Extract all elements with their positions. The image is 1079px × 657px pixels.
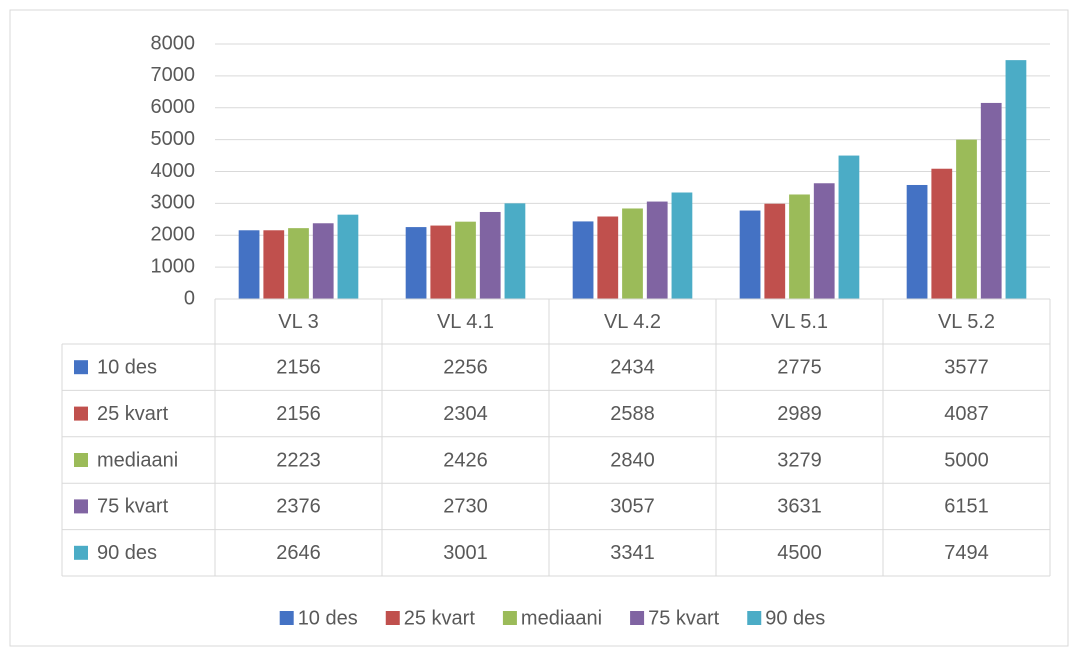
y-tick-label: 4000 — [151, 160, 196, 182]
bar — [956, 139, 977, 299]
table-cell: 2376 — [276, 496, 321, 518]
table-cell: 4500 — [777, 542, 822, 564]
table-cell: 2989 — [777, 403, 822, 425]
bar — [504, 203, 526, 299]
table-row-label: 90 des — [97, 542, 157, 564]
bar — [764, 203, 786, 299]
y-tick-label: 5000 — [151, 128, 196, 150]
table-row-label: 25 kvart — [97, 403, 169, 425]
table-cell: 2588 — [610, 403, 655, 425]
table-cell: 2223 — [276, 449, 321, 471]
y-tick-label: 8000 — [151, 32, 196, 54]
table-cell: 2646 — [276, 542, 321, 564]
table-cell: 2434 — [610, 356, 655, 378]
bar — [622, 208, 643, 299]
bar — [479, 211, 501, 299]
table-cell: 3001 — [443, 542, 488, 564]
table-cell: 3057 — [610, 496, 655, 518]
legend-key — [747, 611, 762, 625]
table-cell: 3279 — [777, 449, 822, 471]
chart-border — [9, 9, 1069, 647]
bar — [739, 210, 761, 299]
x-tick-label: VL 4.2 — [604, 311, 661, 333]
table-cell: 3341 — [610, 542, 655, 564]
table-cell: 2304 — [443, 403, 488, 425]
legend-label: mediaani — [521, 607, 602, 629]
bar — [838, 155, 860, 299]
table-cell: 2840 — [610, 449, 655, 471]
legend-label: 10 des — [298, 607, 358, 629]
table-row-label: 10 des — [97, 356, 157, 378]
bar — [263, 230, 285, 299]
bar — [671, 192, 693, 299]
bar — [572, 221, 594, 299]
table-legend-key — [74, 545, 88, 560]
y-tick-label: 1000 — [151, 255, 196, 277]
y-tick-label: 0 — [184, 287, 195, 309]
table-cell: 2256 — [443, 356, 488, 378]
bar — [312, 223, 334, 299]
table-cell: 4087 — [944, 403, 989, 425]
legend-label: 90 des — [765, 607, 825, 629]
bar — [288, 228, 309, 299]
legend-key — [279, 611, 294, 625]
bar — [405, 227, 427, 299]
bar — [1005, 60, 1027, 299]
table-cell: 2730 — [443, 496, 488, 518]
bar — [238, 230, 260, 299]
legend-label: 75 kvart — [648, 607, 720, 629]
table-cell: 5000 — [944, 449, 989, 471]
table-cell: 2426 — [443, 449, 488, 471]
table-cell: 3631 — [777, 496, 822, 518]
table-legend-key — [74, 453, 88, 467]
table-legend-key — [74, 406, 88, 421]
x-tick-label: VL 3 — [278, 311, 318, 333]
bar — [906, 184, 928, 299]
bar — [980, 102, 1002, 299]
table-row-label: mediaani — [97, 449, 178, 471]
table-cell: 2775 — [777, 356, 822, 378]
table-cell: 7494 — [944, 542, 989, 564]
legend-key — [630, 611, 645, 625]
x-tick-label: VL 4.1 — [437, 311, 494, 333]
y-tick-label: 6000 — [151, 96, 196, 118]
table-cell: 3577 — [944, 356, 989, 378]
x-tick-label: VL 5.2 — [938, 311, 995, 333]
bar — [337, 214, 359, 299]
table-cell: 6151 — [944, 496, 989, 518]
legend-label: 25 kvart — [404, 607, 476, 629]
table-cell: 2156 — [276, 403, 321, 425]
table-legend-key — [74, 499, 88, 514]
legend-key — [385, 611, 400, 625]
y-tick-label: 2000 — [151, 224, 196, 246]
x-tick-label: VL 5.1 — [771, 311, 828, 333]
bar — [813, 183, 835, 299]
bar — [646, 201, 668, 299]
y-tick-label: 3000 — [151, 192, 196, 214]
table-row-label: 75 kvart — [97, 496, 169, 518]
legend-key — [502, 611, 517, 625]
bar — [789, 194, 810, 299]
bar — [931, 168, 953, 299]
bar — [455, 221, 476, 299]
bar — [430, 225, 452, 299]
table-cell: 2156 — [276, 356, 321, 378]
bar — [597, 216, 619, 299]
table-legend-key — [74, 360, 88, 375]
y-tick-label: 7000 — [151, 64, 196, 86]
